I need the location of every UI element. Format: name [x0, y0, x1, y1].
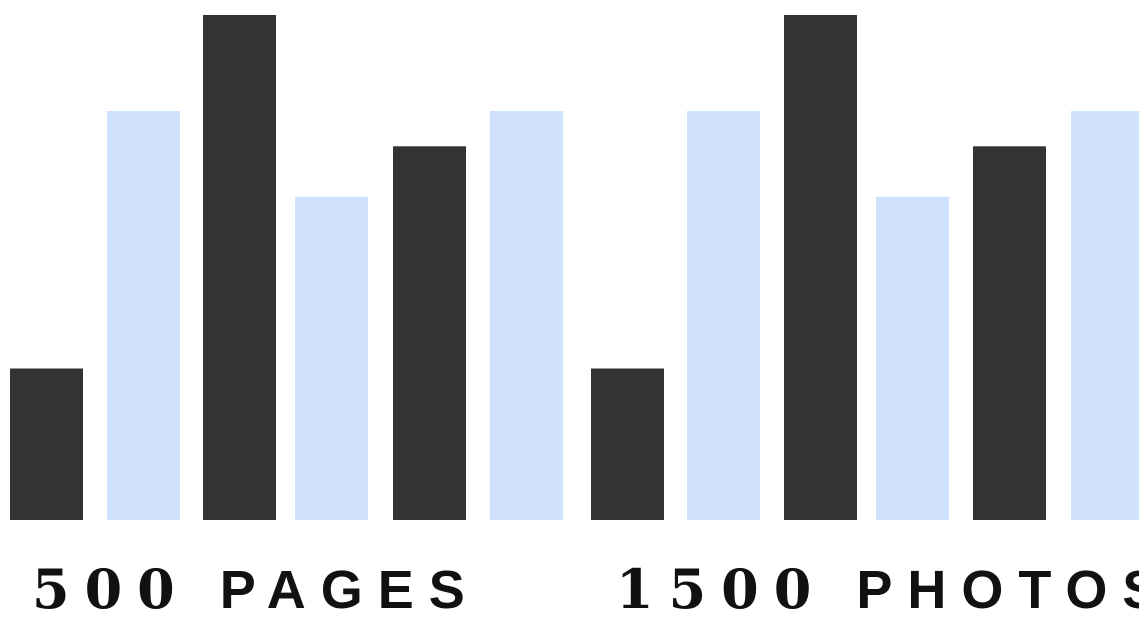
photos-caption-number: 1500	[616, 557, 827, 621]
photos-bar-3	[784, 15, 857, 520]
photos-caption-word: PHOTOS	[856, 560, 1139, 620]
pages-bar-4	[295, 196, 368, 521]
pages-bar-group	[10, 15, 563, 521]
photos-bar-6	[1071, 110, 1139, 520]
photos-bar-5	[973, 146, 1046, 521]
pages-bar-3	[203, 15, 276, 520]
pages-bar-2	[107, 110, 180, 520]
pages-bar-1	[10, 368, 83, 520]
photos-bar-4	[876, 196, 949, 521]
pages-caption-number: 500	[32, 557, 190, 621]
pages-caption-word: PAGES	[219, 560, 480, 620]
photos-bar-1	[591, 368, 664, 520]
photos-bar-group	[591, 15, 1139, 521]
pages-bar-6	[490, 110, 563, 520]
pages-caption: 500 PAGES	[32, 562, 480, 617]
pages-bar-5	[393, 146, 466, 521]
photos-caption: 1500 PHOTOS	[616, 562, 1139, 617]
photos-bar-2	[687, 110, 760, 520]
